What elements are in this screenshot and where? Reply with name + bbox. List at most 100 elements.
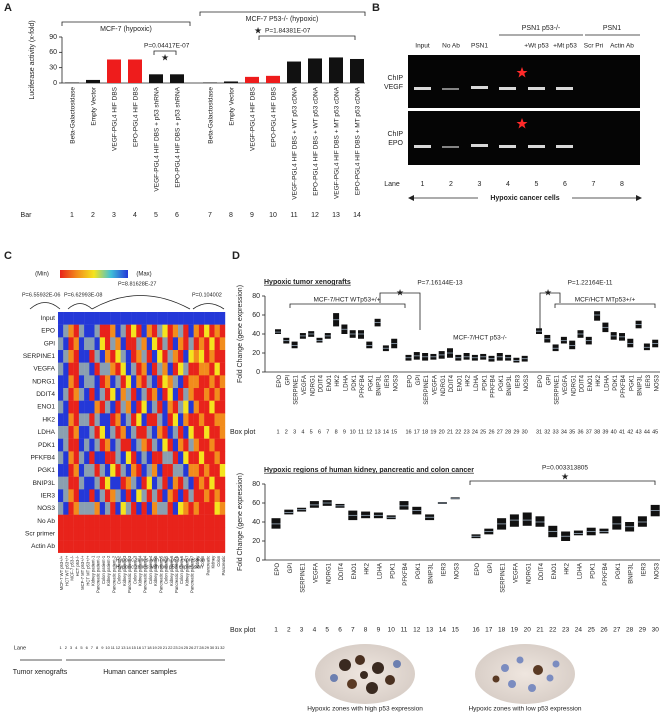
zone-label: Hypoxic zones with high p53 expression [116,557,205,563]
lane-number: 13 [121,645,126,650]
x-tick-label: PFKFB4 [603,562,609,585]
heatmap-cell [188,350,194,363]
heatmap-cell [78,400,85,414]
box [275,329,281,334]
lane-number: 11 [111,645,116,650]
heatmap-cell [68,413,74,427]
box-axis-label: Box plot [230,429,255,436]
heatmap-cell [131,476,137,490]
heatmap-cell [162,375,168,389]
heatmap-cell [146,514,153,528]
heatmap-cell [120,337,127,351]
heatmap-cell [214,464,220,477]
heatmap-cell [198,502,205,515]
heatmap-cell [209,489,215,503]
box-number: 28 [505,429,511,435]
heatmap-cell [172,388,179,401]
row-label: VEGFA [33,366,55,373]
box [612,516,622,530]
group-header: PSN1 p53-/- [522,25,561,32]
heatmap-cell [104,464,111,477]
x-tick-label: DDIT4 [539,562,545,580]
heatmap-cell [99,362,106,376]
heatmap-cell [198,514,205,528]
heatmap-cell [198,375,205,389]
heatmap-cell [214,312,220,325]
box-number: 12 [413,627,421,634]
heatmap-cell [193,362,200,376]
heatmap-cell [188,514,194,528]
p-value: P=0.003313805 [542,465,588,472]
x-tick-label: NDRG1 [326,562,332,584]
box-number: 43 [636,429,642,435]
heatmap-cell [73,413,80,427]
box-number: 30 [652,627,660,634]
heatmap-cell [178,362,184,376]
x-tick-label: PGK1 [629,374,635,391]
heatmap-cell [110,400,116,414]
x-tick-label: LDHA [577,563,583,579]
heatmap-cell [198,527,205,541]
y-axis-label: Fold Change (gene expression) [237,473,244,571]
heatmap-cell [68,438,74,452]
box-number: 6 [318,429,321,435]
heatmap-cell [115,502,121,515]
lane-number: 1 [421,181,425,188]
heatmap-cell [84,337,90,351]
heatmap-cell [193,527,200,541]
heatmap-cell [94,413,100,427]
heatmap-cell [120,451,127,465]
heatmap-cell [110,527,116,541]
x-tick-label: VEGFA [432,375,438,395]
heatmap-cell [58,451,64,465]
heatmap-cell [178,438,184,452]
box-number: 2 [287,627,291,634]
bar [308,58,322,83]
heatmap-cell [58,540,64,553]
group-bracket [289,303,406,308]
heatmap-cell [131,489,137,503]
heatmap-cell [120,362,127,376]
heatmap-cell [167,476,174,490]
heatmap-cell [136,350,142,363]
heatmap-cell [157,514,163,528]
x-tick-label: PFKFB4 [491,374,497,397]
heatmap-cell [188,540,194,553]
x-tick-label: VEGF-PGL4 HIF DBS + MT p53 cDNA [334,86,341,199]
heatmap-cell [89,426,95,439]
bar [107,59,121,83]
heatmap-cell [151,388,158,401]
heatmap-cell [73,489,80,503]
heatmap-cell [219,388,226,401]
heatmap-cell [115,350,121,363]
heatmap-cell [214,388,220,401]
box [509,514,519,527]
heatmap-cell [183,438,189,452]
box [358,330,364,339]
bar-number: 4 [133,212,137,219]
heatmap-cell [193,350,200,363]
heatmap-cell [183,527,189,541]
bar-number: 2 [91,212,95,219]
heatmap-cell [141,312,147,325]
heatmap-cell [188,324,194,338]
heatmap-cell [141,464,147,477]
heatmap-cell [172,324,179,338]
heatmap-cell [73,324,80,338]
box-number: 30 [522,429,528,435]
heatmap-cell [84,312,90,325]
heatmap-cell [198,400,205,414]
heatmap-cell [94,388,100,401]
box [309,501,319,508]
heatmap-cell [136,476,142,490]
bar-number: 9 [250,212,254,219]
heatmap-cell [198,324,205,338]
heatmap-cell [167,502,174,515]
heatmap-cell [68,502,74,515]
heatmap-cell [125,312,132,325]
heatmap-cell [193,502,200,515]
heatmap-cell [198,413,205,427]
heatmap-cell [68,312,74,325]
x-tick-label: PGK1 [616,562,622,579]
heatmap-cell [204,362,210,376]
